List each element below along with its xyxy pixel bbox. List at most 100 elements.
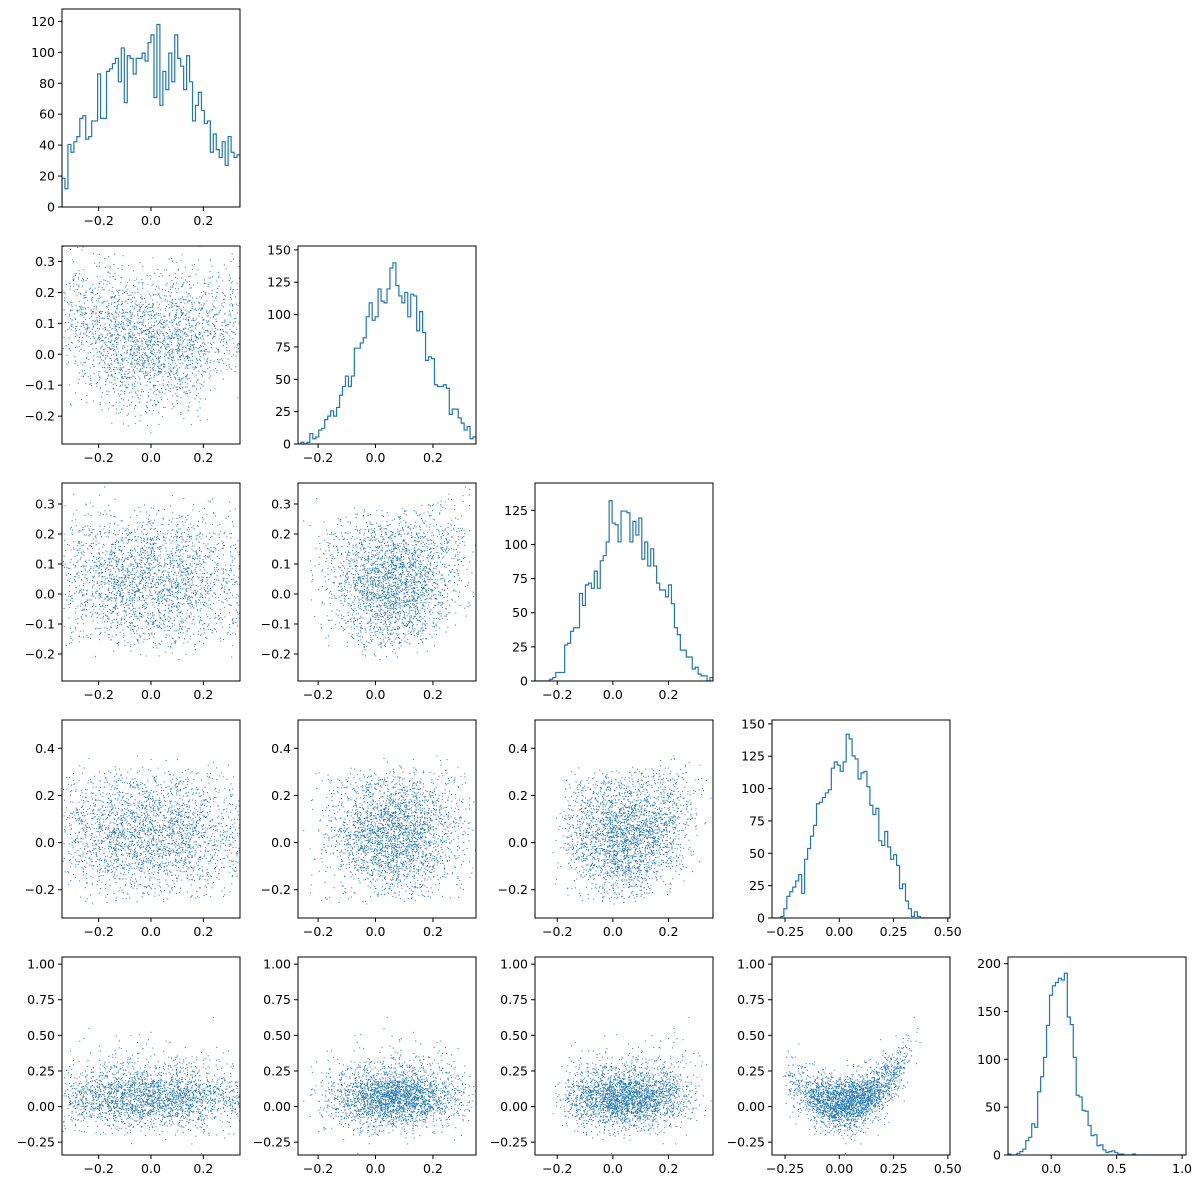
scatter-point — [189, 564, 191, 566]
scatter-point — [163, 334, 165, 336]
scatter-point — [187, 641, 189, 643]
scatter-point — [118, 315, 120, 317]
scatter-point — [115, 548, 116, 549]
scatter-point — [97, 298, 99, 300]
scatter-point — [248, 286, 249, 287]
scatter-point — [47, 332, 48, 333]
scatter-point — [169, 609, 171, 611]
scatter-point — [122, 358, 124, 359]
scatter-point — [127, 577, 129, 578]
scatter-point — [128, 622, 130, 624]
scatter-point — [97, 558, 99, 559]
scatter-point — [155, 584, 157, 586]
y-tick-label: −0.2 — [25, 409, 55, 424]
scatter-point — [115, 311, 117, 313]
scatter-point — [110, 597, 112, 599]
scatter-point — [93, 575, 95, 577]
scatter-point — [113, 370, 115, 372]
scatter-point — [195, 600, 197, 602]
scatter-point — [129, 581, 131, 583]
scatter-point — [125, 333, 127, 335]
scatter-point — [256, 316, 257, 317]
scatter-point — [236, 580, 238, 582]
scatter-point — [77, 623, 79, 625]
scatter-point — [151, 284, 153, 286]
scatter-point — [156, 559, 158, 561]
scatter-point — [189, 360, 191, 362]
scatter-point — [88, 529, 90, 531]
scatter-point — [175, 552, 177, 554]
scatter-point — [73, 278, 75, 280]
scatter-point — [141, 367, 143, 369]
scatter-point — [148, 518, 149, 520]
scatter-point — [84, 577, 86, 579]
scatter-point — [100, 595, 101, 597]
scatter-point — [181, 344, 183, 346]
scatter-point — [179, 570, 181, 572]
scatter-point — [179, 603, 181, 605]
scatter-point — [210, 277, 212, 279]
scatter-point — [109, 592, 110, 594]
scatter-point — [116, 385, 118, 386]
scatter-point — [59, 327, 60, 328]
scatter-point — [206, 577, 208, 579]
scatter-point — [129, 312, 131, 313]
scatter-point — [178, 268, 179, 270]
scatter-point — [80, 605, 82, 607]
scatter-point — [148, 614, 150, 616]
scatter-point — [162, 524, 163, 526]
scatter-point — [103, 350, 105, 352]
scatter-point — [144, 360, 146, 362]
scatter-point — [185, 393, 186, 395]
scatter-point — [60, 651, 61, 652]
scatter-point — [146, 568, 148, 570]
scatter-point — [143, 391, 144, 393]
scatter-point — [192, 363, 193, 365]
scatter-point — [236, 625, 238, 627]
scatter-point — [162, 391, 164, 393]
scatter-point — [206, 547, 208, 549]
scatter-point — [79, 334, 81, 336]
scatter-point — [188, 584, 190, 586]
scatter-point — [160, 355, 161, 357]
scatter-point — [148, 377, 150, 379]
scatter-point — [141, 607, 143, 608]
scatter-point — [64, 232, 65, 233]
scatter-point — [109, 558, 111, 560]
scatter-point — [145, 405, 147, 407]
scatter-point — [171, 292, 172, 294]
scatter-point — [81, 398, 82, 400]
scatter-point — [119, 590, 121, 592]
scatter-point — [123, 635, 125, 637]
scatter-point — [214, 533, 216, 535]
scatter-point — [72, 529, 74, 531]
scatter-point — [214, 571, 216, 573]
scatter-point — [111, 422, 113, 424]
scatter-point — [144, 354, 146, 356]
scatter-point — [130, 351, 132, 353]
scatter-point — [158, 547, 160, 549]
scatter-point — [122, 423, 124, 425]
scatter-point — [226, 578, 228, 579]
scatter-point — [234, 544, 236, 546]
scatter-point — [179, 329, 181, 331]
scatter-point — [113, 297, 115, 299]
scatter-point — [130, 299, 132, 300]
scatter-point — [84, 561, 86, 563]
scatter-point — [178, 544, 180, 546]
scatter-point — [134, 346, 136, 347]
scatter-point — [149, 410, 150, 412]
scatter-point — [70, 577, 72, 579]
scatter-point — [64, 533, 66, 535]
scatter-point — [79, 244, 80, 245]
scatter-point — [137, 311, 139, 312]
scatter-point — [158, 570, 160, 572]
scatter-point — [108, 318, 109, 320]
scatter-point — [192, 550, 194, 552]
scatter-point — [146, 401, 148, 403]
scatter-point — [128, 592, 130, 593]
scatter-point — [78, 278, 79, 280]
scatter-point — [136, 630, 138, 632]
scatter-point — [212, 512, 214, 514]
